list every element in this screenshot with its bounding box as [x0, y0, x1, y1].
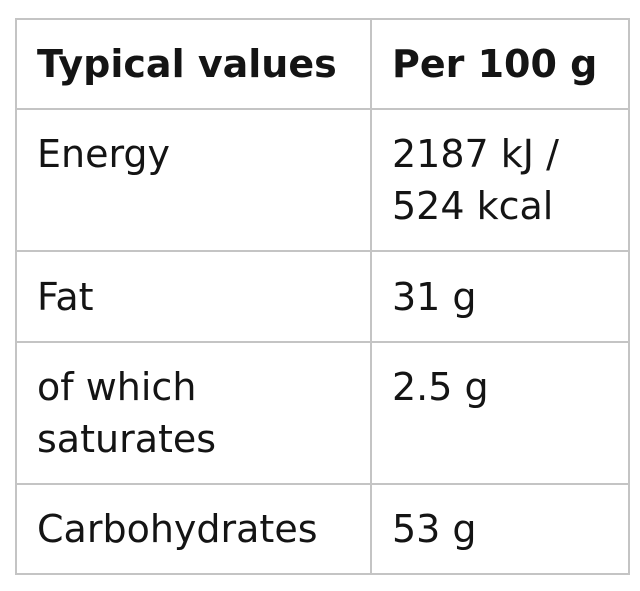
energy-value-cell: 2187 kJ / 524 kcal [370, 108, 630, 252]
energy-label: Energy [37, 132, 171, 176]
fat-label: Fat [37, 275, 94, 319]
fat-label-cell: Fat [15, 250, 372, 343]
nutrition-table: Typical values Per 100 g Energy 2187 kJ … [15, 18, 630, 575]
carbohydrates-label-cell: Carbohydrates [15, 483, 372, 575]
table-row-saturates: of which saturates 2.5 g [15, 341, 630, 485]
fat-value-cell: 31 g [370, 250, 630, 343]
carbohydrates-value: 53 g [392, 507, 477, 551]
saturates-label-cell: of which saturates [15, 341, 372, 485]
energy-value: 2187 kJ / 524 kcal [372, 110, 628, 232]
energy-kcal: 524 kcal [392, 184, 554, 228]
table-row-fat: Fat 31 g [15, 250, 630, 343]
table-row-carbohydrates: Carbohydrates 53 g [15, 483, 630, 575]
energy-kj: 2187 kJ / [392, 132, 559, 176]
header-typical-values: Typical values [15, 18, 372, 110]
fat-value: 31 g [392, 275, 477, 319]
carbohydrates-value-cell: 53 g [370, 483, 630, 575]
table-header-row: Typical values Per 100 g [15, 18, 630, 110]
energy-label-cell: Energy [15, 108, 372, 252]
table-row-energy: Energy 2187 kJ / 524 kcal [15, 108, 630, 252]
saturates-value-cell: 2.5 g [370, 341, 630, 485]
carbohydrates-label: Carbohydrates [37, 507, 318, 551]
saturates-label: of which saturates [37, 365, 217, 461]
header-per-100g: Per 100 g [370, 18, 630, 110]
saturates-value: 2.5 g [392, 365, 489, 409]
